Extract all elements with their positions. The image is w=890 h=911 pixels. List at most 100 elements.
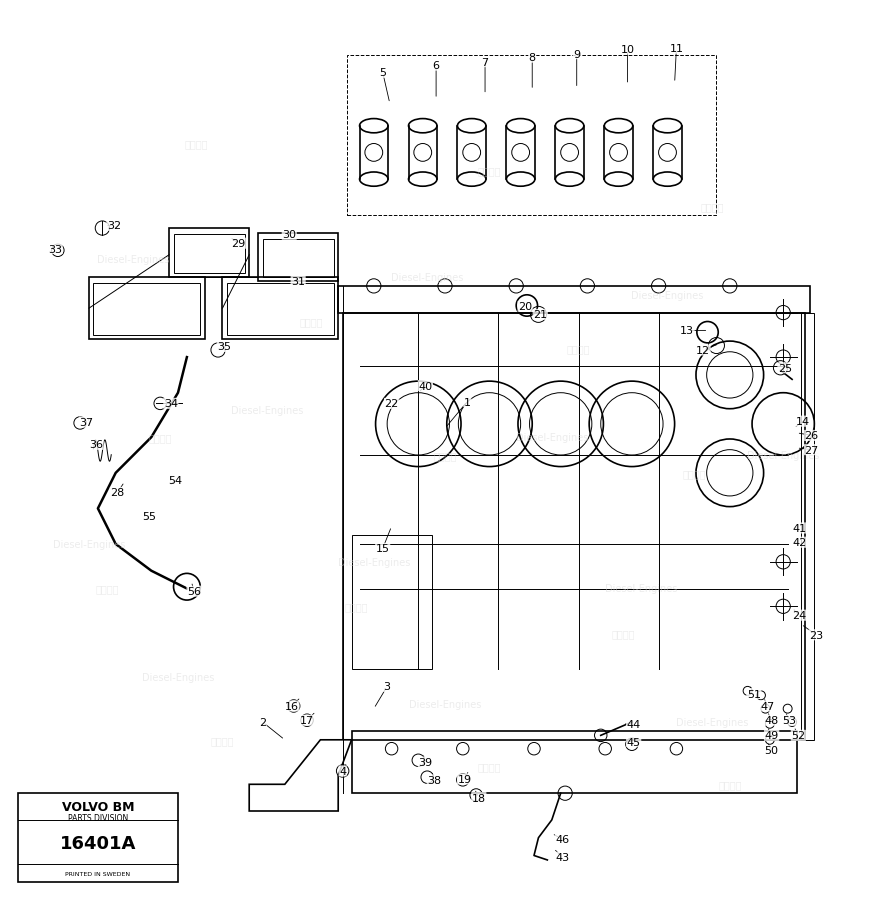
Text: 43: 43 (555, 853, 570, 863)
Text: Diesel-Engines: Diesel-Engines (409, 700, 481, 710)
Text: 46: 46 (555, 834, 570, 844)
Text: 25: 25 (778, 363, 792, 374)
Text: 15: 15 (376, 544, 390, 554)
Text: 26: 26 (805, 431, 819, 441)
Text: 41: 41 (792, 524, 806, 534)
Text: 22: 22 (384, 399, 399, 409)
Text: Diesel-Engines: Diesel-Engines (231, 406, 303, 416)
Bar (347, 56, 716, 216)
Text: PARTS DIVISION: PARTS DIVISION (68, 813, 128, 822)
Bar (174, 235, 245, 273)
Text: 紫发动力: 紫发动力 (149, 433, 172, 443)
Polygon shape (249, 740, 352, 811)
Bar (263, 240, 334, 278)
Bar (169, 229, 249, 278)
Bar (18, 793, 178, 882)
Text: 23: 23 (809, 630, 823, 640)
Text: 32: 32 (107, 221, 121, 231)
Text: 20: 20 (518, 302, 532, 312)
Text: 48: 48 (765, 715, 779, 725)
Text: 紫发动力: 紫发动力 (95, 584, 118, 594)
Bar (801, 313, 814, 740)
Text: 53: 53 (782, 715, 797, 725)
Text: 18: 18 (472, 793, 486, 803)
Text: 49: 49 (765, 731, 779, 741)
Bar (222, 278, 338, 340)
Text: 紫发动力: 紫发动力 (211, 735, 234, 745)
Bar (93, 284, 200, 335)
Text: 36: 36 (89, 440, 103, 450)
Text: 47: 47 (760, 701, 774, 711)
Text: 42: 42 (792, 537, 806, 548)
Text: 13: 13 (680, 326, 694, 336)
Text: 56: 56 (187, 587, 201, 597)
Text: 14: 14 (796, 416, 810, 426)
Bar (258, 233, 338, 282)
Text: 紫发动力: 紫发动力 (478, 166, 501, 176)
Text: 16: 16 (285, 701, 299, 711)
Text: 29: 29 (231, 239, 246, 249)
Text: 紫发动力: 紫发动力 (567, 343, 590, 353)
Text: 7: 7 (481, 57, 489, 67)
Text: 40: 40 (418, 381, 433, 391)
Text: 16401A: 16401A (60, 834, 136, 852)
Text: Diesel-Engines: Diesel-Engines (631, 291, 704, 301)
Text: 50: 50 (765, 746, 779, 755)
Text: 52: 52 (791, 731, 805, 741)
Text: Diesel-Engines: Diesel-Engines (142, 672, 214, 682)
Bar (89, 278, 205, 340)
Text: 37: 37 (79, 417, 93, 427)
Text: 3: 3 (384, 681, 391, 691)
Text: 55: 55 (142, 511, 157, 521)
Text: Diesel-Engines: Diesel-Engines (97, 255, 170, 265)
Text: 1: 1 (464, 397, 471, 407)
Text: 4: 4 (339, 766, 346, 776)
Text: Diesel-Engines: Diesel-Engines (337, 558, 410, 568)
Text: 9: 9 (573, 49, 580, 59)
Text: 12: 12 (696, 345, 710, 355)
Bar (343, 313, 805, 740)
Text: Diesel-Engines: Diesel-Engines (604, 584, 677, 594)
Text: PRINTED IN SWEDEN: PRINTED IN SWEDEN (65, 871, 131, 875)
Text: 紫发动力: 紫发动力 (478, 762, 501, 772)
Text: 11: 11 (669, 45, 684, 55)
Bar (352, 536, 432, 669)
Text: 8: 8 (529, 53, 536, 63)
Text: 44: 44 (627, 719, 641, 729)
Text: 紫发动力: 紫发动力 (611, 629, 635, 639)
Text: 2: 2 (259, 717, 266, 727)
Text: 35: 35 (217, 342, 231, 352)
Text: 28: 28 (110, 488, 125, 497)
Text: 紫发动力: 紫发动力 (683, 468, 706, 478)
Text: Diesel-Engines: Diesel-Engines (676, 717, 748, 727)
Text: 51: 51 (747, 689, 761, 699)
Text: 27: 27 (805, 445, 819, 456)
Text: Diesel-Engines: Diesel-Engines (747, 451, 820, 460)
Text: 紫发动力: 紫发动力 (344, 601, 368, 611)
Text: 10: 10 (620, 46, 635, 55)
Bar (227, 284, 334, 335)
Text: 30: 30 (282, 230, 296, 240)
Text: 21: 21 (533, 310, 547, 320)
Text: 33: 33 (48, 244, 62, 254)
Text: 紫发动力: 紫发动力 (718, 780, 741, 790)
Text: 34: 34 (164, 399, 178, 409)
Text: 5: 5 (379, 68, 386, 78)
Text: Diesel-Engines: Diesel-Engines (391, 272, 464, 282)
Text: 19: 19 (457, 774, 472, 784)
Bar (352, 732, 797, 793)
Text: 39: 39 (418, 757, 433, 767)
Text: 紫发动力: 紫发动力 (433, 451, 457, 460)
Text: 紫发动力: 紫发动力 (184, 139, 207, 149)
Text: 紫发动力: 紫发动力 (300, 317, 323, 327)
Text: 45: 45 (627, 737, 641, 747)
Text: 17: 17 (300, 715, 314, 725)
Text: 24: 24 (792, 610, 806, 620)
Text: Diesel-Engines: Diesel-Engines (515, 433, 588, 443)
Text: 54: 54 (168, 476, 182, 486)
Text: 6: 6 (433, 61, 440, 71)
Text: VOLVO BM: VOLVO BM (61, 800, 134, 814)
Text: 31: 31 (291, 277, 305, 287)
Text: 紫发动力: 紫发动力 (700, 201, 724, 211)
Text: Diesel-Engines: Diesel-Engines (53, 539, 125, 549)
